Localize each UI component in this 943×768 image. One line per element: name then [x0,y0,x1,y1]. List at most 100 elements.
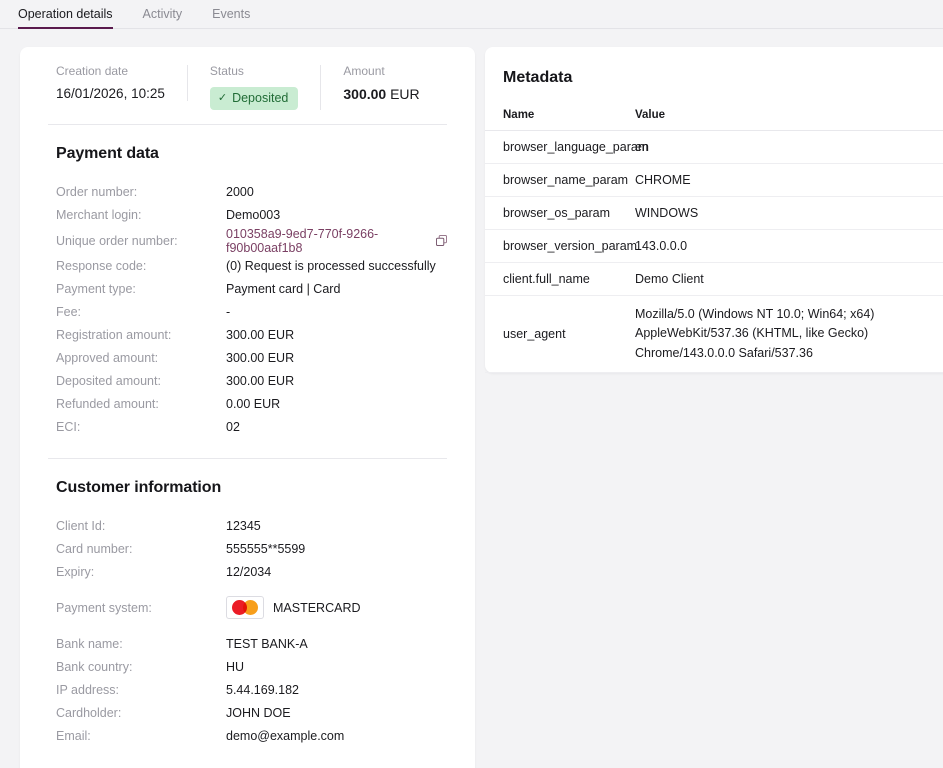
value-unique-order-number[interactable]: 010358a9-9ed7-770f-9266-f90b00aaf1b8 [226,226,379,255]
key-expiry: Expiry: [56,565,95,579]
row-payment-type: Payment type: Payment card | Card [56,278,447,301]
value-bank-country: HU [226,660,245,674]
amount-label: Amount [343,64,385,78]
value-merchant-login: Demo003 [226,208,281,222]
check-icon: ✓ [217,91,228,104]
row-eci: ECI: 02 [56,416,447,439]
key-payment-system: Payment system: [56,600,152,615]
table-row: browser_name_param CHROME [485,163,943,197]
creation-date-label: Creation date [56,64,129,78]
metadata-col-name: Name [485,109,635,131]
value-deposited-amount: 300.00 EUR [226,374,295,388]
key-registration-amount: Registration amount: [56,328,172,342]
status-badge: ✓ Deposited [209,87,299,110]
metadata-value: Demo Client [635,262,943,296]
value-payment-type: Payment card | Card [226,282,341,296]
metadata-value: 143.0.0.0 [635,229,943,263]
metadata-name: user_agent [485,295,635,374]
key-client-id: Client Id: [56,519,106,533]
status-badge-label: Deposited [232,91,289,105]
key-bank-country: Bank country: [56,660,133,674]
key-order-number: Order number: [56,185,138,199]
table-row: browser_language_param en [485,130,943,164]
payment-data-section: Payment data Order number: 2000 Merchant… [20,125,475,439]
row-deposited-amount: Deposited amount: 300.00 EUR [56,370,447,393]
payment-data-title: Payment data [56,144,159,162]
metadata-value: en [635,130,943,164]
metadata-value: WINDOWS [635,196,943,230]
value-unique-order-number-wrap: 010358a9-9ed7-770f-9266-f90b00aaf1b8 [226,227,447,255]
row-expiry: Expiry: 12/2034 [56,561,447,584]
tab-bar: Operation details Activity Events [0,0,943,29]
metadata-name: client.full_name [485,262,635,296]
row-merchant-login: Merchant login: Demo003 [56,204,447,227]
table-row: browser_os_param WINDOWS [485,196,943,230]
metadata-name: browser_os_param [485,196,635,230]
key-payment-type: Payment type: [56,282,136,296]
key-merchant-login: Merchant login: [56,208,142,222]
key-response-code: Response code: [56,259,147,273]
row-email: Email: demo@example.com [56,725,447,748]
row-refunded-amount: Refunded amount: 0.00 EUR [56,393,447,416]
status-label: Status [209,64,244,78]
metadata-name: browser_language_param [485,130,648,164]
row-approved-amount: Approved amount: 300.00 EUR [56,347,447,370]
key-cardholder: Cardholder: [56,706,122,720]
value-approved-amount: 300.00 EUR [226,351,295,365]
payment-system-label: MASTERCARD [273,600,361,615]
row-cardholder: Cardholder: JOHN DOE [56,702,447,725]
row-ip-address: IP address: 5.44.169.182 [56,679,447,702]
metadata-card: Metadata Name Value browser_language_par… [485,47,943,374]
value-cardholder: JOHN DOE [226,706,291,720]
divider-customer [48,457,447,459]
value-card-number: 555555**5599 [226,542,306,556]
customer-information-section: Customer information Client Id: 12345 Ca… [20,459,475,748]
value-refunded-amount: 0.00 EUR [226,397,281,411]
key-email: Email: [56,729,91,743]
key-eci: ECI: [56,420,81,434]
row-registration-amount: Registration amount: 300.00 EUR [56,324,447,347]
value-client-id: 12345 [226,519,261,533]
amount-currency: EUR [390,86,420,102]
row-order-number: Order number: 2000 [56,181,447,204]
value-bank-name: TEST BANK-A [226,637,308,651]
value-order-number: 2000 [226,185,254,199]
key-approved-amount: Approved amount: [56,351,159,365]
amount-value: 300.00 EUR [343,87,419,101]
key-ip-address: IP address: [56,683,120,697]
summary-header: Creation date 16/01/2026, 10:25 Status ✓… [20,47,475,124]
tab-events[interactable]: Events [212,6,251,21]
value-registration-amount: 300.00 EUR [226,328,295,342]
metadata-title: Metadata [503,69,573,86]
metadata-header-row: Name Value [485,109,943,131]
row-bank-country: Bank country: HU [56,656,447,679]
operation-details-card: Creation date 16/01/2026, 10:25 Status ✓… [20,47,475,768]
value-eci: 02 [226,420,240,434]
creation-date-value: 16/01/2026, 10:25 [56,86,165,101]
key-fee: Fee: [56,305,82,319]
summary-amount: Amount 300.00 EUR [343,65,441,101]
summary-creation-date: Creation date 16/01/2026, 10:25 [56,65,188,101]
tab-activity[interactable]: Activity [142,6,183,21]
row-unique-order-number: Unique order number: 010358a9-9ed7-770f-… [56,227,447,255]
customer-information-title: Customer information [56,478,222,496]
copy-icon[interactable] [436,235,447,246]
table-row: client.full_name Demo Client [485,262,943,296]
divider-summary [48,123,447,125]
metadata-value: CHROME [635,163,943,197]
mastercard-icon [226,596,264,619]
row-card-number: Card number: 555555**5599 [56,538,447,561]
metadata-value: Mozilla/5.0 (Windows NT 10.0; Win64; x64… [635,295,943,374]
value-email: demo@example.com [226,729,345,743]
key-card-number: Card number: [56,542,133,556]
row-response-code: Response code: (0) Request is processed … [56,255,447,278]
amount-number: 300.00 [343,86,387,102]
row-fee: Fee: - [56,301,447,324]
metadata-name: browser_version_param [485,229,637,263]
key-deposited-amount: Deposited amount: [56,374,161,388]
value-response-code: (0) Request is processed successfully [226,259,436,273]
key-unique-order-number: Unique order number: [56,233,178,248]
metadata-table: Name Value browser_language_param en bro… [485,109,943,374]
key-bank-name: Bank name: [56,637,123,651]
tab-operation-details[interactable]: Operation details [18,7,113,29]
